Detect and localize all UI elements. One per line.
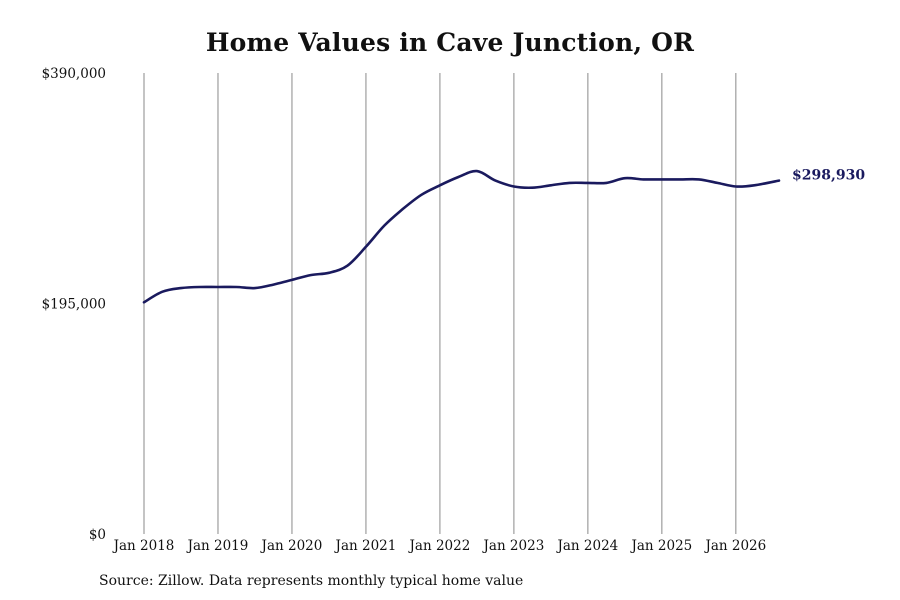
gridlines	[143, 73, 737, 534]
x-tick-label: Jan 2025	[629, 538, 692, 554]
y-tick-label: $195,000	[42, 297, 106, 313]
series-line	[142, 169, 781, 304]
data-labels: $298,930	[792, 168, 865, 184]
x-tick-label: Jan 2018	[112, 538, 175, 554]
x-tick-label: Jan 2022	[408, 538, 471, 554]
x-tick-label: Jan 2019	[186, 538, 249, 554]
axes: Jan 2018 Jan 2019 Jan 2020 Jan 2021 Jan 2022…	[42, 66, 767, 554]
chart-title: Home Values in Cave Junction, OR	[205, 28, 695, 57]
x-tick-label: Jan 2020	[260, 538, 323, 554]
last-value-label: $298,930	[792, 168, 865, 184]
source-note: Source: Zillow. Data represents monthly …	[99, 573, 524, 589]
x-tick-label: Jan 2021	[334, 538, 397, 554]
x-tick-label: Jan 2023	[481, 538, 544, 554]
x-tick-label: Jan 2024	[555, 538, 618, 554]
y-tick-label: $390,000	[42, 66, 106, 82]
x-tick-label: Jan 2026	[703, 538, 766, 554]
y-tick-label: $0	[89, 527, 106, 543]
series-layer	[142, 169, 781, 304]
